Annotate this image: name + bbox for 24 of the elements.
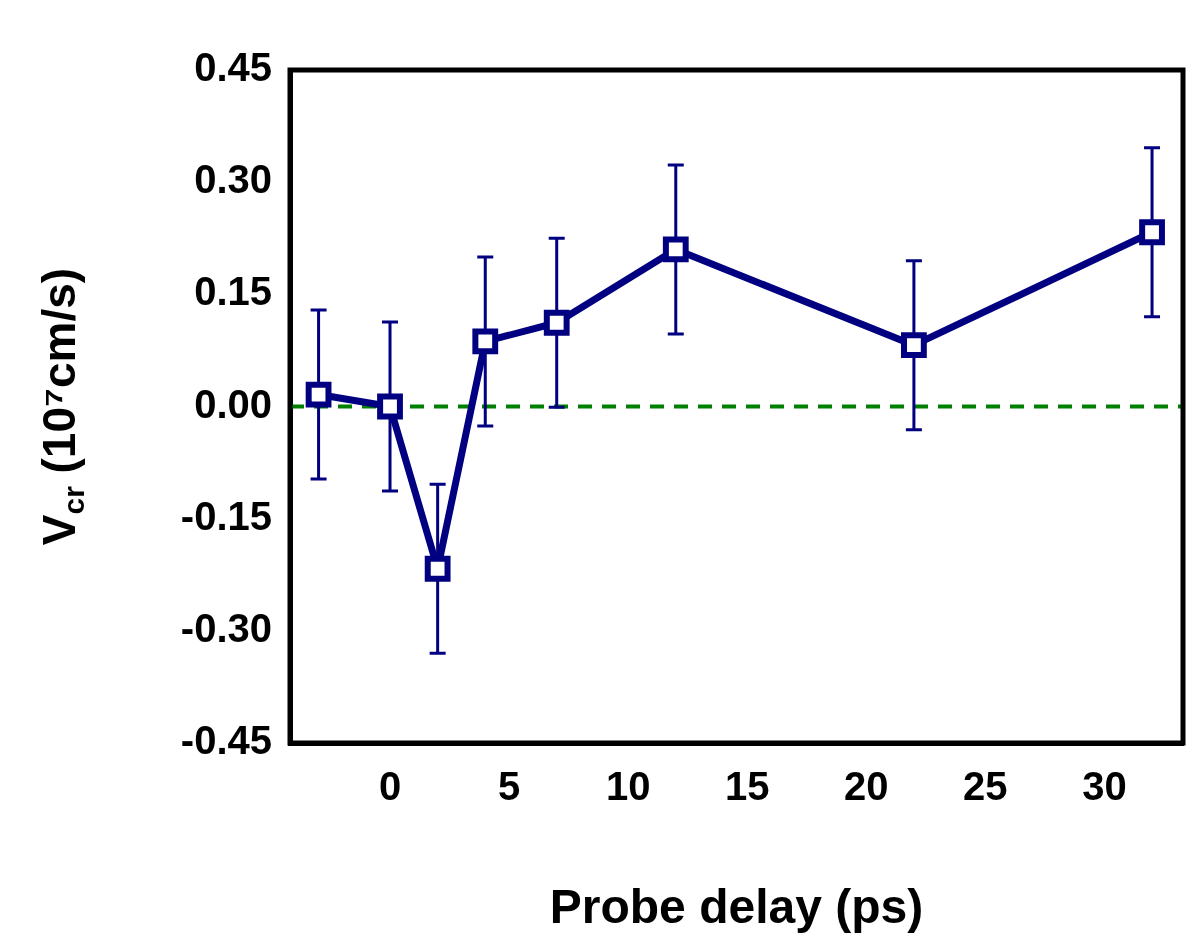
- y-tick-label: 0.15: [194, 269, 272, 314]
- x-tick-label: 25: [963, 764, 1008, 809]
- y-tick-label: 0.45: [194, 45, 272, 90]
- y-tick-label: -0.45: [180, 718, 272, 763]
- x-tick-label: 10: [605, 764, 651, 809]
- point: [662, 236, 689, 263]
- y-tick-label: 0.30: [194, 157, 272, 202]
- point: [901, 332, 927, 359]
- x-tick-label: 5: [497, 764, 521, 809]
- y-tick-label: -0.15: [180, 493, 272, 538]
- x-tick-label: 30: [1082, 764, 1127, 809]
- y-tick-label: -0.30: [180, 605, 272, 650]
- point: [377, 393, 403, 420]
- point: [472, 328, 499, 355]
- x-tick-label: 20: [844, 764, 889, 809]
- x-axis-title: Probe delay (ps): [549, 880, 924, 934]
- point: [1139, 219, 1165, 246]
- y-axis-title: Vcr (10⁷cm/s): [32, 267, 91, 546]
- point: [305, 381, 332, 408]
- x-tick-label: 0: [378, 764, 402, 809]
- point: [543, 309, 570, 336]
- y-tick-label: 0.00: [194, 381, 272, 426]
- point: [424, 555, 451, 582]
- x-tick-label: 15: [724, 764, 770, 809]
